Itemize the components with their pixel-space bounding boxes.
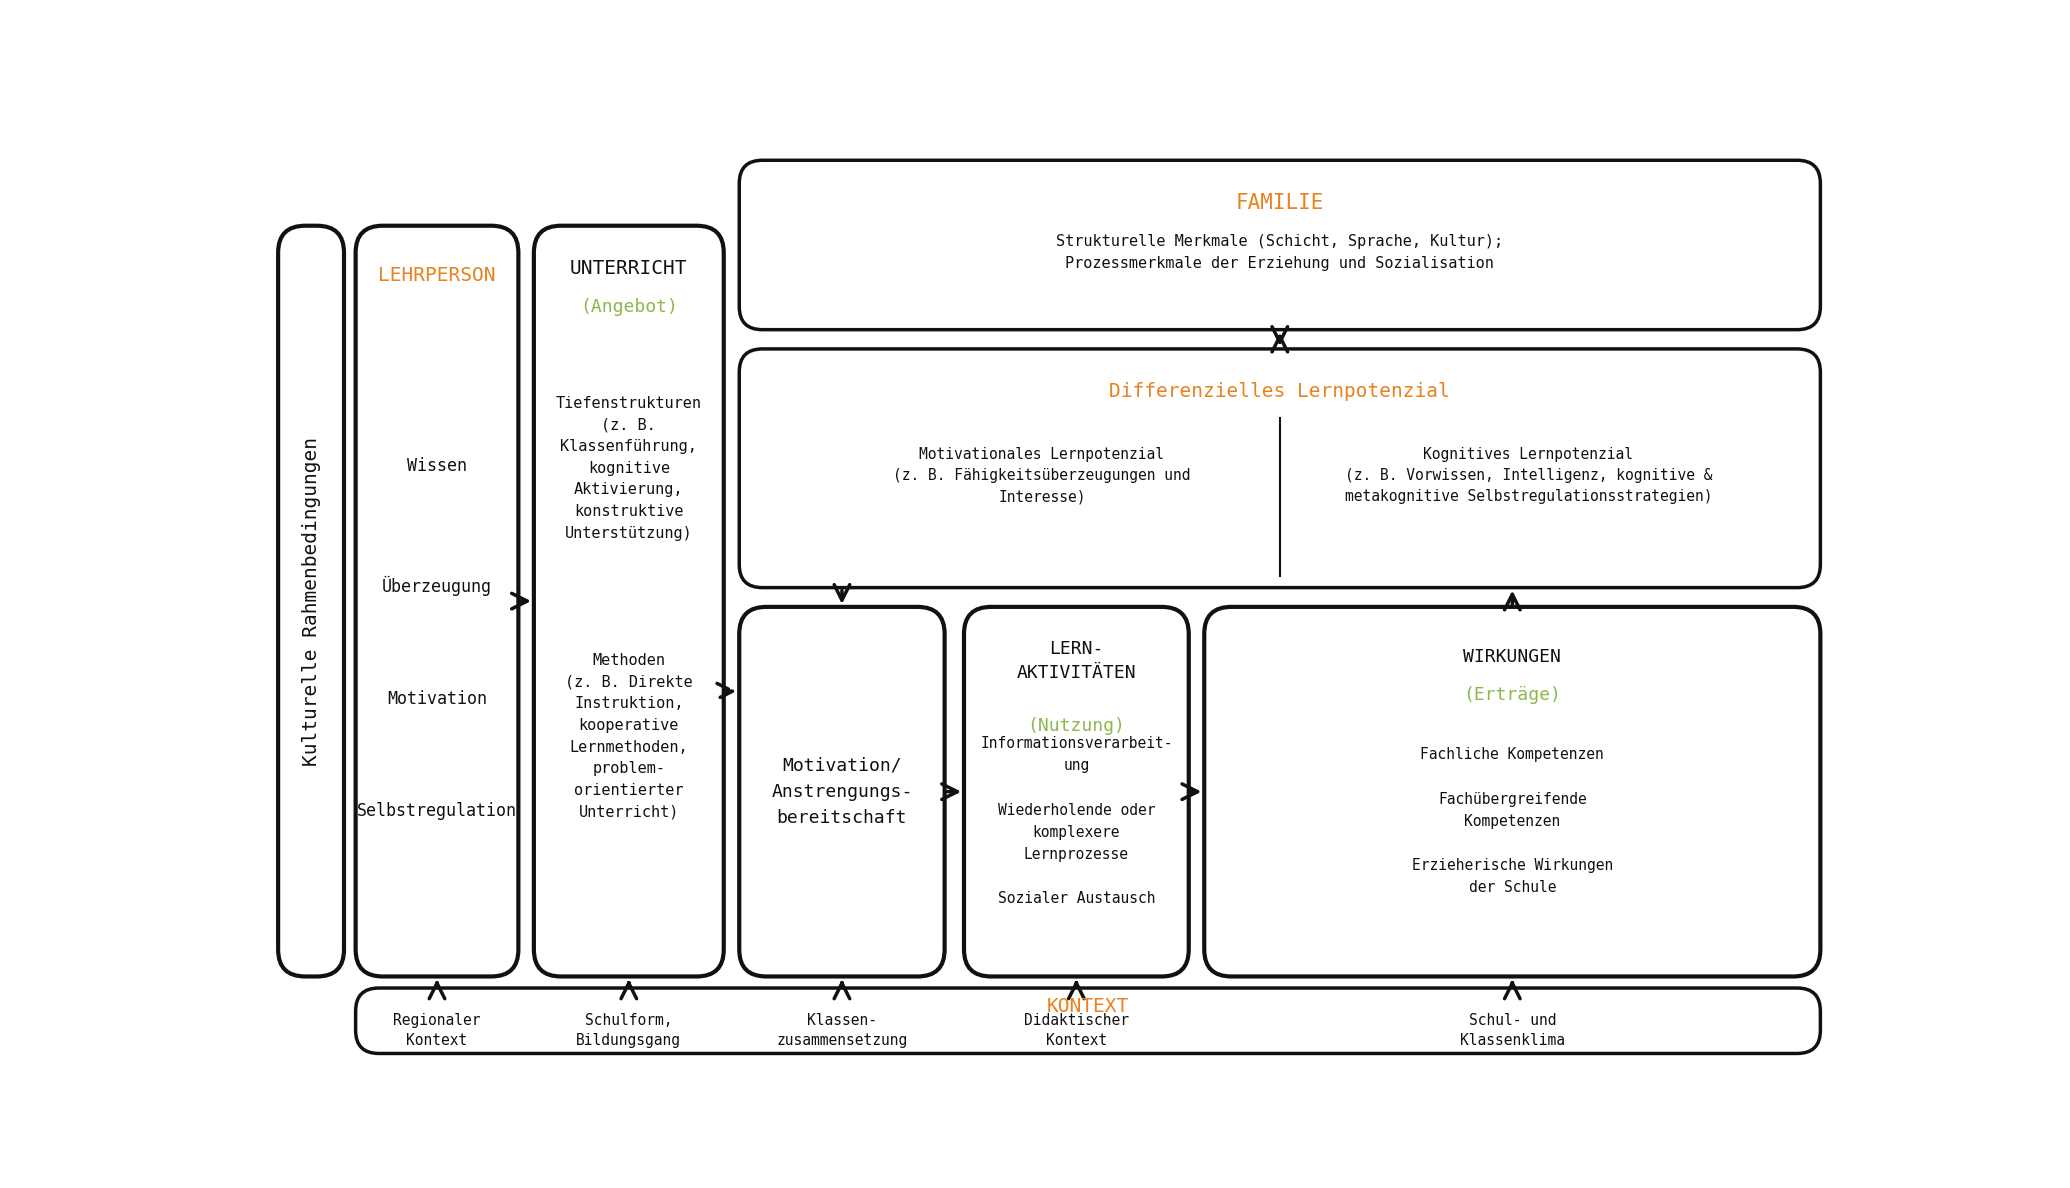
Text: Selbstregulation: Selbstregulation xyxy=(356,802,518,820)
Text: Regionaler
Kontext: Regionaler Kontext xyxy=(393,1013,480,1048)
Text: UNTERRICHT: UNTERRICHT xyxy=(569,259,687,278)
Text: Motivation/
Anstrengungs-
bereitschaft: Motivation/ Anstrengungs- bereitschaft xyxy=(772,757,913,827)
Text: Überzeugung: Überzeugung xyxy=(383,576,493,596)
Text: Schul- und
Klassenklima: Schul- und Klassenklima xyxy=(1459,1013,1565,1048)
FancyBboxPatch shape xyxy=(356,988,1820,1054)
Text: Tiefenstrukturen
(z. B.
Klassenführung,
kognitive
Aktivierung,
konstruktive
Unte: Tiefenstrukturen (z. B. Klassenführung, … xyxy=(557,396,702,541)
Text: Strukturelle Merkmale (Schicht, Sprache, Kultur);
Prozessmerkmale der Erziehung : Strukturelle Merkmale (Schicht, Sprache,… xyxy=(1056,234,1503,271)
Text: (Nutzung): (Nutzung) xyxy=(1027,718,1126,735)
Text: LEHRPERSON: LEHRPERSON xyxy=(379,266,495,285)
FancyBboxPatch shape xyxy=(739,160,1820,330)
Text: FAMILIE: FAMILIE xyxy=(1236,192,1325,213)
FancyBboxPatch shape xyxy=(739,349,1820,588)
Text: Methoden
(z. B. Direkte
Instruktion,
kooperative
Lernmethoden,
problem-
orientie: Methoden (z. B. Direkte Instruktion, koo… xyxy=(565,653,693,820)
Text: Informationsverarbeit-
ung

Wiederholende oder
komplexere
Lernprozesse

Sozialer: Informationsverarbeit- ung Wiederholende… xyxy=(979,737,1172,906)
Text: Kulturelle Rahmenbedingungen: Kulturelle Rahmenbedingungen xyxy=(302,437,321,765)
Text: Didaktischer
Kontext: Didaktischer Kontext xyxy=(1025,1013,1128,1048)
Text: (Erträge): (Erträge) xyxy=(1463,687,1561,704)
Text: Differenzielles Lernpotenzial: Differenzielles Lernpotenzial xyxy=(1110,381,1451,400)
Text: (Angebot): (Angebot) xyxy=(580,297,677,316)
Text: Schulform,
Bildungsgang: Schulform, Bildungsgang xyxy=(575,1013,681,1048)
Text: LERN-
AKTIVITÄTEN: LERN- AKTIVITÄTEN xyxy=(1016,640,1136,682)
Text: Fachliche Kompetenzen

Fachübergreifende
Kompetenzen

Erzieherische Wirkungen
de: Fachliche Kompetenzen Fachübergreifende … xyxy=(1412,747,1613,896)
FancyBboxPatch shape xyxy=(965,607,1188,977)
Text: Klassen-
zusammensetzung: Klassen- zusammensetzung xyxy=(776,1013,907,1048)
FancyBboxPatch shape xyxy=(1205,607,1820,977)
Text: Wissen: Wissen xyxy=(408,457,468,475)
Text: KONTEXT: KONTEXT xyxy=(1047,997,1128,1016)
Text: Kognitives Lernpotenzial
(z. B. Vorwissen, Intelligenz, kognitive &
metakognitiv: Kognitives Lernpotenzial (z. B. Vorwisse… xyxy=(1346,448,1712,505)
FancyBboxPatch shape xyxy=(534,226,724,977)
FancyBboxPatch shape xyxy=(356,226,518,977)
FancyBboxPatch shape xyxy=(739,607,944,977)
FancyBboxPatch shape xyxy=(277,226,344,977)
Text: Motivationales Lernpotenzial
(z. B. Fähigkeitsüberzeugungen und
Interesse): Motivationales Lernpotenzial (z. B. Fähi… xyxy=(894,448,1190,505)
Text: Motivation: Motivation xyxy=(387,690,486,708)
Text: WIRKUNGEN: WIRKUNGEN xyxy=(1463,647,1561,666)
